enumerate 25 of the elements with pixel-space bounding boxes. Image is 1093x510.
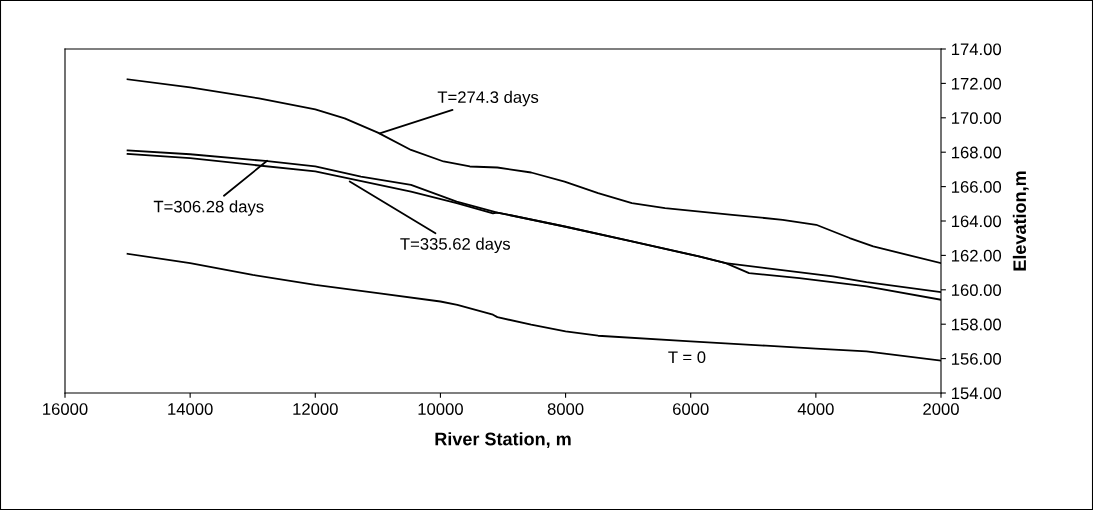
y-tick-label: 164.00 bbox=[951, 215, 1002, 228]
y-tick-label: 160.00 bbox=[951, 284, 1002, 296]
x-tick-label: 12000 bbox=[293, 403, 338, 415]
y-tick-label: 174.00 bbox=[951, 43, 1002, 56]
x-tick-label: 2000 bbox=[923, 403, 959, 415]
x-tick-label: 16000 bbox=[43, 403, 88, 415]
x-tick-label: 8000 bbox=[547, 403, 584, 415]
annotation: T=274.3 days bbox=[437, 90, 539, 107]
x-axis-title: River Station, m bbox=[435, 432, 571, 449]
annotation: T = 0 bbox=[668, 351, 706, 364]
y-tick-label: 162.00 bbox=[951, 249, 1002, 262]
y-tick-label: 166.00 bbox=[951, 181, 1002, 193]
y-axis-title: Elevation,m bbox=[1012, 171, 1029, 271]
y-tick-label: 168.00 bbox=[951, 146, 1002, 159]
annotation: T=335.62 days bbox=[400, 237, 511, 254]
x-tick-label: 6000 bbox=[673, 403, 709, 415]
annotation: T=306.28 days bbox=[153, 200, 264, 216]
y-tick-label: 170.00 bbox=[951, 112, 1002, 124]
x-tick-label: 10000 bbox=[418, 403, 463, 415]
y-tick-label: 158.00 bbox=[951, 318, 1002, 331]
y-tick-label: 172.00 bbox=[951, 77, 1002, 90]
y-tick-label: 156.00 bbox=[951, 353, 1002, 365]
x-tick-label: 4000 bbox=[797, 403, 834, 415]
x-tick-label: 14000 bbox=[168, 403, 213, 415]
y-tick-label: 154.00 bbox=[951, 387, 1002, 400]
